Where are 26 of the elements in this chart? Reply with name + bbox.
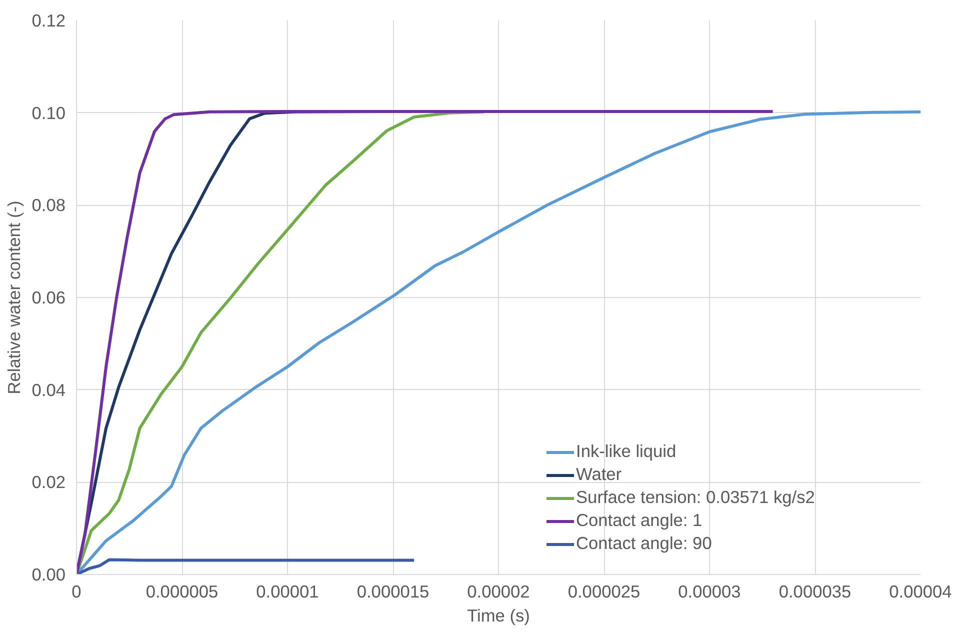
legend-label: Ink-like liquid bbox=[576, 441, 676, 462]
y-tick-label: 0.06 bbox=[32, 288, 66, 308]
y-tick-label: 0.08 bbox=[32, 195, 66, 216]
line-series bbox=[76, 110, 774, 574]
y-tick-label: 0.02 bbox=[32, 472, 66, 492]
legend-label: Contact angle: 90 bbox=[576, 533, 712, 554]
x-tick-label: 0.000025 bbox=[568, 582, 640, 602]
y-tick-label: 0.10 bbox=[32, 102, 66, 123]
y-axis-title: Relative water content (-) bbox=[4, 200, 24, 394]
x-tick-label: 0.00004 bbox=[889, 582, 952, 602]
line-series bbox=[76, 558, 416, 574]
x-axis-title: Time (s) bbox=[467, 606, 530, 626]
y-tick-label: 0.12 bbox=[32, 10, 66, 30]
legend-label: Surface tension: 0.03571 kg/s2 bbox=[576, 487, 815, 508]
x-tick-label: 0.000035 bbox=[778, 582, 852, 602]
legend-label: Water bbox=[576, 464, 622, 485]
x-tick-label: 0 bbox=[72, 582, 82, 602]
x-tick-label: 0.00001 bbox=[256, 582, 319, 602]
legend-label: Contact angle: 1 bbox=[576, 510, 702, 531]
line-series bbox=[76, 110, 486, 574]
x-tick-label: 0.000005 bbox=[146, 582, 218, 602]
x-tick-label: 0.000015 bbox=[356, 582, 430, 602]
x-tick-label: 0.00003 bbox=[678, 582, 741, 602]
y-tick-label: 0.04 bbox=[32, 380, 66, 400]
x-tick-label: 0.00002 bbox=[467, 582, 530, 602]
y-tick-label: 0.00 bbox=[32, 564, 66, 584]
